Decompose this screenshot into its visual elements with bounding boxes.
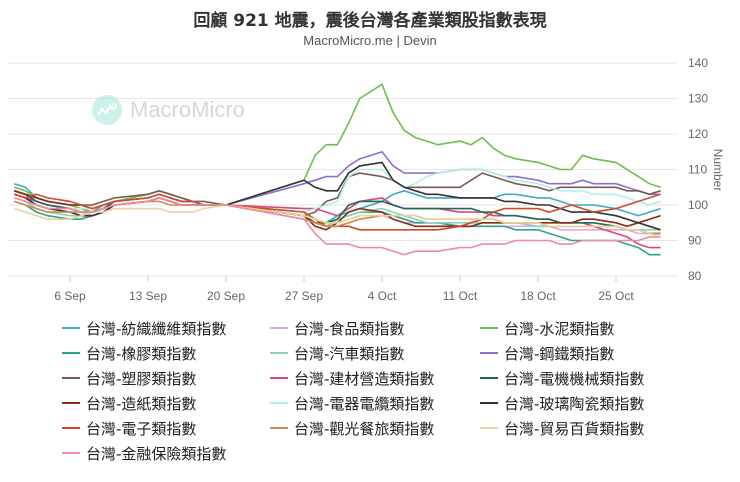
x-tick-label: 4 Oct bbox=[368, 289, 397, 303]
legend-label: 台灣-紡織纖維類指數 bbox=[86, 319, 227, 338]
legend-label: 台灣-金融保險類指數 bbox=[86, 444, 227, 463]
legend-label: 台灣-塑膠類指數 bbox=[86, 369, 197, 388]
legend-swatch-icon bbox=[480, 427, 498, 429]
legend-label: 台灣-橡膠類指數 bbox=[86, 344, 197, 363]
series-line[interactable] bbox=[14, 172, 661, 217]
y-tick-label: 140 bbox=[688, 56, 708, 70]
y-tick-label: 90 bbox=[688, 234, 702, 248]
legend-swatch-icon bbox=[480, 352, 498, 354]
legend-item[interactable]: 台灣-橡膠類指數 bbox=[62, 343, 270, 363]
legend-label: 台灣-觀光餐旅類指數 bbox=[294, 419, 435, 438]
legend-label: 台灣-造紙類指數 bbox=[86, 394, 197, 413]
legend-item[interactable]: 台灣-電子類指數 bbox=[62, 418, 270, 438]
x-tick-label: 25 Oct bbox=[598, 289, 634, 303]
legend-item[interactable]: 台灣-電器電纜類指數 bbox=[270, 393, 480, 413]
x-tick-label: 20 Sep bbox=[207, 289, 245, 303]
legend-item[interactable]: 台灣-貿易百貨類指數 bbox=[480, 418, 690, 438]
x-tick-label: 13 Sep bbox=[129, 289, 167, 303]
legend-label: 台灣-鋼鐵類指數 bbox=[504, 344, 615, 363]
legend-swatch-icon bbox=[62, 402, 80, 404]
x-tick-label: 11 Oct bbox=[443, 289, 478, 303]
x-tick-label: 27 Sep bbox=[285, 289, 323, 303]
series-line[interactable] bbox=[14, 193, 661, 231]
legend-swatch-icon bbox=[270, 327, 288, 329]
series-line[interactable] bbox=[14, 197, 661, 256]
legend-label: 台灣-電子類指數 bbox=[86, 419, 197, 438]
legend-swatch-icon bbox=[62, 452, 80, 454]
series-line[interactable] bbox=[14, 204, 661, 238]
legend-swatch-icon bbox=[270, 402, 288, 404]
legend-item[interactable]: 台灣-塑膠類指數 bbox=[62, 368, 270, 388]
legend-item[interactable]: 台灣-紡織纖維類指數 bbox=[62, 318, 270, 338]
y-tick-label: 100 bbox=[688, 198, 708, 212]
chart-title: 回顧 921 地震，震後台灣各產業類股指數表現 bbox=[193, 11, 547, 31]
legend-item[interactable]: 台灣-汽車類指數 bbox=[270, 343, 480, 363]
legend-item[interactable]: 台灣-電機機械類指數 bbox=[480, 368, 690, 388]
legend-swatch-icon bbox=[270, 377, 288, 379]
legend-label: 台灣-玻璃陶瓷類指數 bbox=[504, 394, 645, 413]
legend-item[interactable]: 台灣-建材營造類指數 bbox=[270, 368, 480, 388]
legend-item[interactable]: 台灣-金融保險類指數 bbox=[62, 443, 270, 463]
y-tick-label: 130 bbox=[688, 92, 708, 106]
legend-label: 台灣-貿易百貨類指數 bbox=[504, 419, 645, 438]
legend-item[interactable]: 台灣-玻璃陶瓷類指數 bbox=[480, 393, 690, 413]
legend-item[interactable]: 台灣-鋼鐵類指數 bbox=[480, 343, 690, 363]
chart-subtitle: MacroMicro.me | Devin bbox=[303, 33, 437, 48]
legend-item[interactable]: 台灣-水泥類指數 bbox=[480, 318, 690, 338]
y-axis-label: Number bbox=[711, 149, 725, 192]
y-tick-label: 80 bbox=[688, 269, 702, 283]
legend-label: 台灣-電器電纜類指數 bbox=[294, 394, 435, 413]
legend-swatch-icon bbox=[270, 352, 288, 354]
legend-item[interactable]: 台灣-造紙類指數 bbox=[62, 393, 270, 413]
watermark-text: MacroMicro bbox=[130, 97, 245, 122]
series-line[interactable] bbox=[14, 161, 661, 231]
watermark: MacroMicro bbox=[92, 95, 245, 125]
legend-label: 台灣-食品類指數 bbox=[294, 319, 405, 338]
line-chart: 80 90 100 110 120 130 140 6 Sep 13 Sep 20 Sep 27 … bbox=[8, 56, 725, 303]
y-tick-label: 120 bbox=[688, 127, 708, 141]
legend-swatch-icon bbox=[480, 402, 498, 404]
legend-swatch-icon bbox=[480, 377, 498, 379]
legend-label: 台灣-水泥類指數 bbox=[504, 319, 615, 338]
legend-swatch-icon bbox=[270, 427, 288, 429]
legend-label: 台灣-建材營造類指數 bbox=[294, 369, 435, 388]
legend-label: 台灣-汽車類指數 bbox=[294, 344, 405, 363]
y-tick-label: 110 bbox=[688, 163, 707, 177]
legend-label: 台灣-電機機械類指數 bbox=[504, 369, 645, 388]
legend-swatch-icon bbox=[480, 327, 498, 329]
legend: 台灣-紡織纖維類指數 台灣-食品類指數 台灣-水泥類指數台灣-橡膠類指數 台灣-汽車類… bbox=[62, 318, 702, 463]
legend-swatch-icon bbox=[62, 352, 80, 354]
legend-swatch-icon bbox=[62, 427, 80, 429]
series-lines bbox=[14, 83, 661, 256]
legend-item[interactable]: 台灣-食品類指數 bbox=[270, 318, 480, 338]
legend-item[interactable]: 台灣-觀光餐旅類指數 bbox=[270, 418, 480, 438]
x-axis-ticks: 6 Sep 13 Sep 20 Sep 27 Sep 4 Oct 11 Oct 18 Oct… bbox=[54, 276, 634, 303]
x-tick-label: 18 Oct bbox=[520, 289, 556, 303]
x-tick-label: 6 Sep bbox=[54, 289, 86, 303]
y-axis-ticks: 80 90 100 110 120 130 140 bbox=[688, 56, 708, 283]
legend-swatch-icon bbox=[62, 377, 80, 379]
legend-swatch-icon bbox=[62, 327, 80, 329]
chart-line-icon bbox=[92, 95, 122, 125]
